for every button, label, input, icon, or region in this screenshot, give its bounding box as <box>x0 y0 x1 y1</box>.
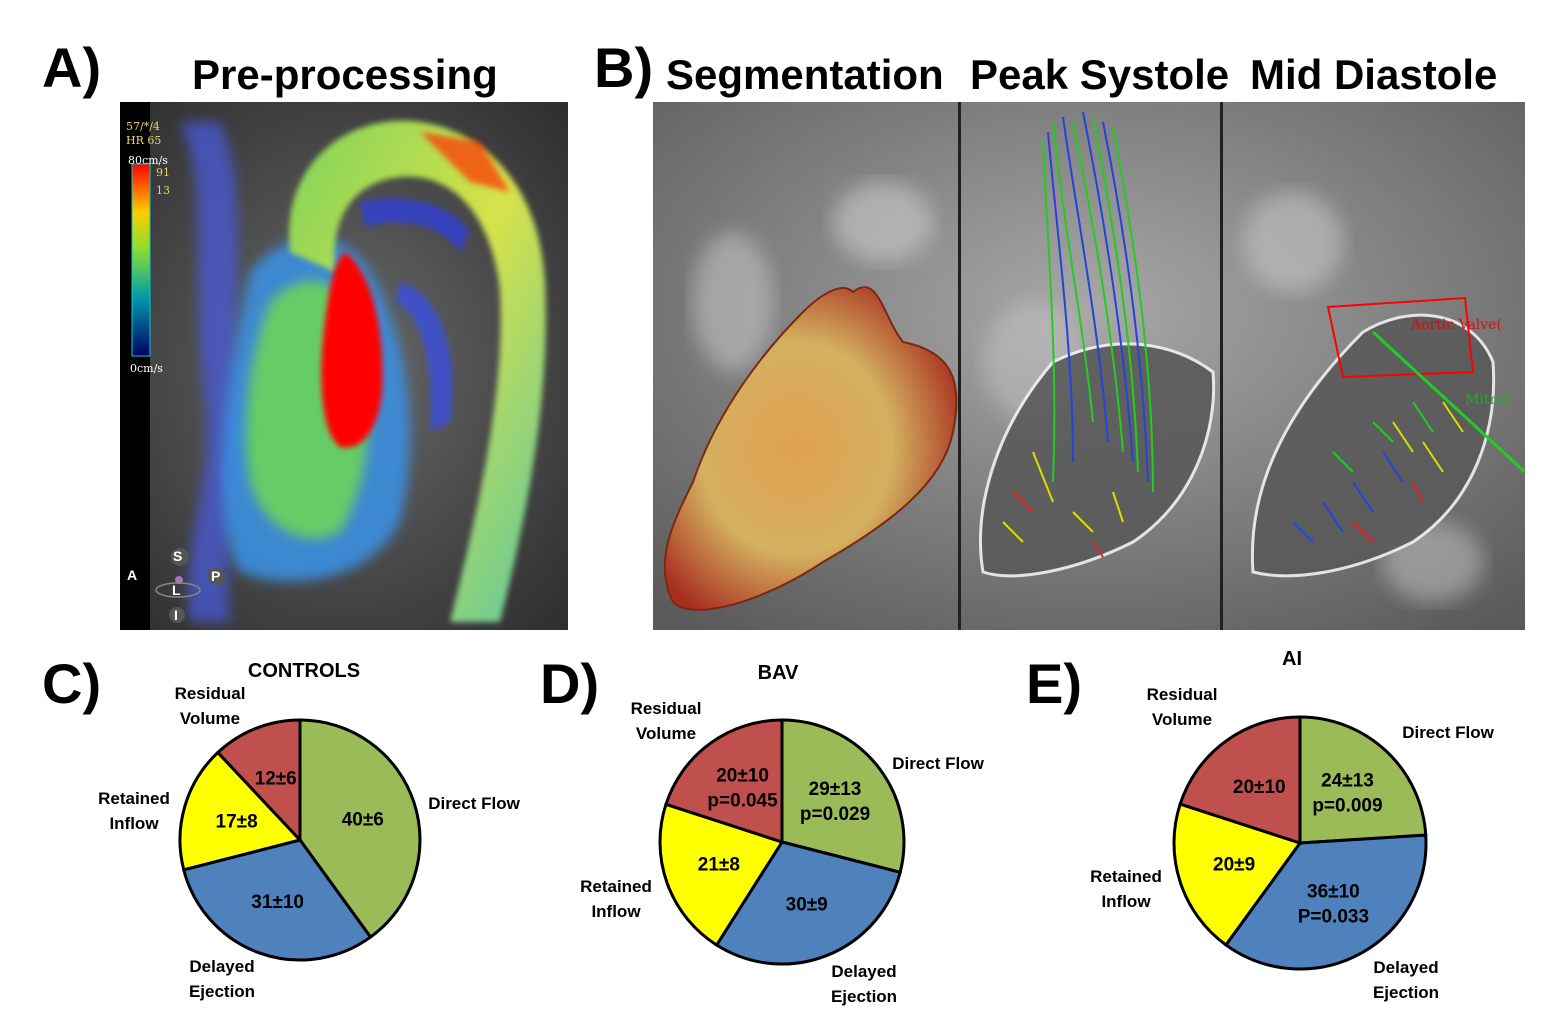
pie-value-ai-retained: 20±9 <box>1213 854 1255 875</box>
panel-d-letter: D) <box>540 652 600 715</box>
orientation-i: I <box>174 607 178 623</box>
pie-slice-ai-direct <box>1298 715 1428 845</box>
pie-slice-bav-direct <box>780 718 906 875</box>
label-d-retained: Retained Inflow <box>580 877 652 921</box>
heading-segmentation: Segmentation <box>666 51 944 98</box>
pie-title-controls: CONTROLS <box>247 660 361 682</box>
label-d-delayed: Delayed Ejection <box>830 962 898 1006</box>
label-c-delayed: Delayed Ejection <box>188 957 256 1001</box>
aortic-valve-plane <box>1326 296 1475 379</box>
panel-b-letter: B) <box>594 36 654 99</box>
label-e-retained: Retained Inflow <box>1090 867 1162 911</box>
heading-peak-systole: Peak Systole <box>970 51 1230 98</box>
label-e-delayed: Delayed Ejection <box>1372 958 1440 1002</box>
panel-a-letter: A) <box>42 36 102 99</box>
pie-value-ai-direct: 24±13 p=0.009 <box>1312 770 1382 816</box>
pie-chart-ai: 24±13 p=0.009 36±10 P=0.033 20±9 20±10 <box>1172 715 1428 971</box>
pie-title-ai: AI <box>1282 648 1302 670</box>
label-e-residual: Residual Volume <box>1146 685 1218 729</box>
orientation-p: P <box>211 568 221 584</box>
pie-slice-bav-retained <box>658 802 785 948</box>
mitral-plane <box>1371 330 1525 474</box>
label-d-direct: Direct Flow <box>892 754 984 773</box>
systole-streamlines <box>1002 111 1154 558</box>
label-d-residual: Residual Volume <box>630 699 702 743</box>
overlay-line2: HR 65 <box>126 134 162 147</box>
pie-value-ai-delayed: 36±10 P=0.033 <box>1298 882 1369 928</box>
pie-value-ai-residual: 20±10 <box>1233 777 1286 798</box>
flow-velocity-map <box>120 102 568 630</box>
orientation-sphere <box>175 576 183 584</box>
pie-slice-controls-direct <box>298 718 422 940</box>
label-c-retained: Retained Inflow <box>98 789 170 833</box>
pie-value-bav-residual: 20±10 p=0.045 <box>707 766 778 812</box>
pie-slice-ai-retained <box>1172 802 1303 948</box>
panel-e-letter: E) <box>1026 652 1082 715</box>
pie-slice-bav-delayed <box>714 840 902 966</box>
orientation-s-knob <box>171 548 189 566</box>
diastole-streamlines <box>1292 401 1464 543</box>
pie-value-controls-direct: 40±6 <box>342 810 384 831</box>
pie-slice-controls-residual <box>215 718 302 844</box>
pie-slice-ai-delayed <box>1223 833 1428 971</box>
panel-a-heading: Pre-processing <box>192 51 498 98</box>
orientation-a: A <box>127 567 138 583</box>
label-c-residual: Residual Volume <box>174 684 246 728</box>
lv-segmentation-surface <box>663 286 958 611</box>
pie-chart-bav: 29±13 p=0.029 30±9 21±8 20±10 p=0.045 <box>658 718 906 966</box>
pie-title-bav: BAV <box>757 662 799 684</box>
label-e-direct: Direct Flow <box>1402 723 1494 742</box>
scale-min-label: 0cm/s <box>130 362 163 375</box>
pie-slice-bav-residual <box>664 718 784 845</box>
segmentation-images: Aortic Valve( Mitral <box>653 102 1525 630</box>
pie-slice-ai-residual <box>1178 715 1302 846</box>
label-c-direct: Direct Flow <box>428 794 520 813</box>
pie-value-controls-residual: 12±6 <box>255 769 297 790</box>
pie-value-bav-delayed: 30±9 <box>786 894 828 915</box>
overlay-val2: 13 <box>156 184 170 197</box>
orientation-l: L <box>172 582 181 598</box>
panel-c-letter: C) <box>42 652 102 715</box>
pie-value-controls-delayed: 31±10 <box>251 892 304 913</box>
pie-value-bav-direct: 29±13 p=0.029 <box>800 779 870 825</box>
pie-slice-controls-delayed <box>181 838 373 962</box>
overlay-line1: 57/*/4 <box>126 120 160 133</box>
pie-slice-controls-retained <box>178 750 303 872</box>
aortic-valve-label: Aortic Valve( <box>1411 317 1502 333</box>
orientation-s: S <box>173 548 183 564</box>
overlay-val1: 91 <box>156 166 170 179</box>
heading-mid-diastole: Mid Diastole <box>1250 51 1498 98</box>
pie-value-controls-retained: 17±8 <box>216 812 258 833</box>
mitral-label: Mitral <box>1465 392 1509 408</box>
pie-chart-controls: 40±6 31±10 17±8 12±6 <box>178 718 422 962</box>
scale-max-label: 80cm/s <box>128 154 168 167</box>
preprocessing-image: 57/*/4 HR 65 80cm/s 91 13 0cm/s S A P L … <box>120 102 568 630</box>
pie-value-bav-retained: 21±8 <box>698 855 740 876</box>
